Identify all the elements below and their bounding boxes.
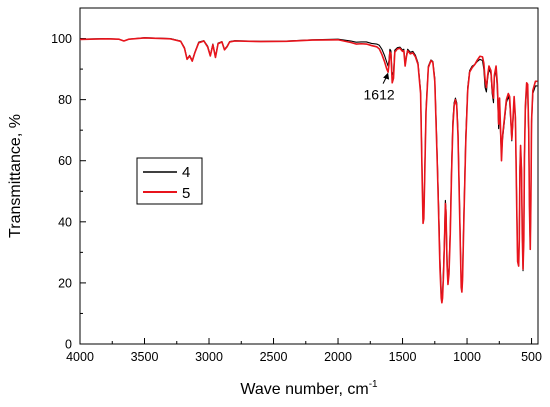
x-tick-label-2000: 2000 — [324, 350, 352, 364]
series-line-5 — [79, 37, 538, 304]
x-tick-label-4000: 4000 — [66, 350, 94, 364]
y-tick-label-40: 40 — [58, 215, 72, 229]
x-axis-title-superscript: -1 — [369, 379, 378, 390]
x-tick-label-1500: 1500 — [389, 350, 417, 364]
y-axis-title: Transmittance, % — [7, 114, 24, 238]
series-layer — [79, 37, 538, 304]
x-axis-ticks: 4000 3500 3000 2500 2000 1500 1000 500 — [66, 338, 542, 364]
y-tick-label-80: 80 — [58, 93, 72, 107]
y-axis-ticks: 0 20 40 60 80 100 — [51, 7, 86, 352]
y-tick-label-20: 20 — [58, 276, 72, 290]
y-tick-label-100: 100 — [51, 32, 72, 46]
plot-frame — [79, 7, 539, 345]
legend-box — [136, 157, 203, 205]
annotation-arrow-head — [383, 72, 390, 80]
y-tick-label-60: 60 — [58, 154, 72, 168]
x-tick-label-1000: 1000 — [453, 350, 481, 364]
annotation: 1612 — [364, 72, 395, 103]
x-axis-title: Wave number, cm-1 — [240, 379, 378, 398]
x-axis-title-text: Wave number, cm — [240, 381, 368, 398]
legend-label-5: 5 — [182, 185, 190, 202]
y-tick-label-0: 0 — [65, 338, 72, 352]
x-tick-label-2500: 2500 — [260, 350, 288, 364]
x-tick-label-3000: 3000 — [195, 350, 223, 364]
legend: 4 5 — [136, 157, 203, 205]
x-tick-label-500: 500 — [521, 350, 542, 364]
x-tick-label-3500: 3500 — [131, 350, 159, 364]
annotation-label-1612: 1612 — [364, 87, 395, 103]
legend-label-4: 4 — [182, 164, 190, 181]
